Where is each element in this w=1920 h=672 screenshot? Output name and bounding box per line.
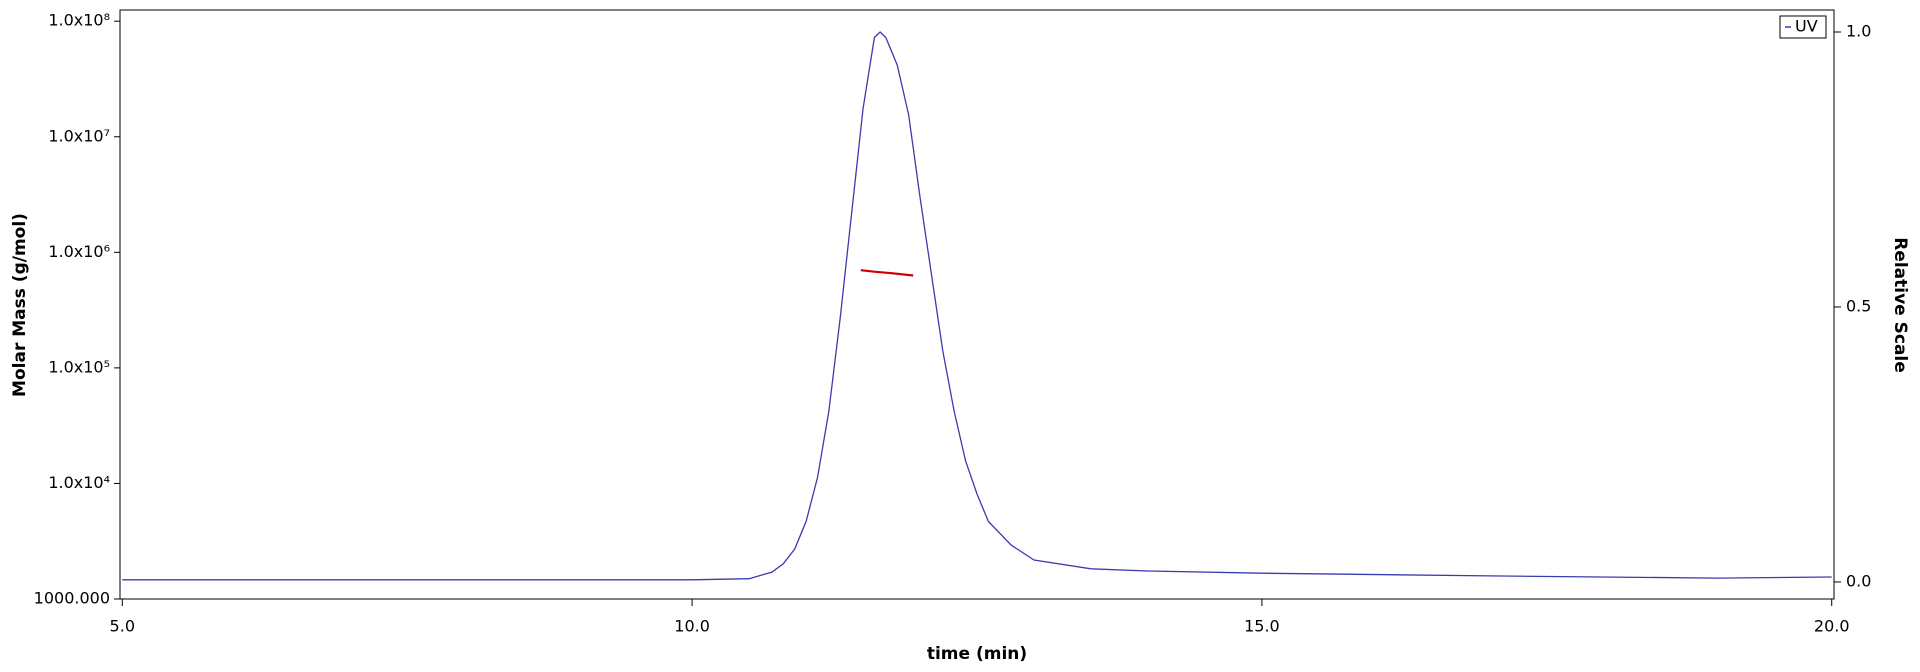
y2-axis-title: Relative Scale: [1890, 237, 1910, 373]
y-tick-label: 1.0x10⁷: [48, 126, 110, 145]
plot-frame: [119, 9, 1835, 600]
x-tick-label: 5.0: [110, 617, 135, 636]
y-tick-label: 1.0x10⁵: [48, 357, 110, 376]
y-tick-label: 1000.000: [34, 589, 110, 608]
x-tick-label: 15.0: [1244, 617, 1280, 636]
x-tick-label: 10.0: [674, 617, 710, 636]
y-tick-label: 1.0x10⁶: [48, 242, 110, 261]
y-axis-title: Molar Mass (g/mol): [10, 213, 30, 397]
legend-label: UV: [1795, 17, 1818, 36]
y-tick-label: 1.0x10⁸: [48, 11, 110, 30]
y2-tick-label: 1.0: [1846, 21, 1871, 40]
data-line: [122, 31, 1832, 581]
y-tick-label: 1.0x10⁴: [48, 473, 110, 492]
x-tick-label: 20.0: [1814, 617, 1850, 636]
y2-tick-label: 0.5: [1846, 296, 1871, 315]
x-axis-title: time (min): [927, 644, 1027, 664]
y2-tick-label: 0.0: [1846, 571, 1871, 590]
data-line: [860, 269, 914, 277]
legend-box: [1779, 15, 1827, 39]
